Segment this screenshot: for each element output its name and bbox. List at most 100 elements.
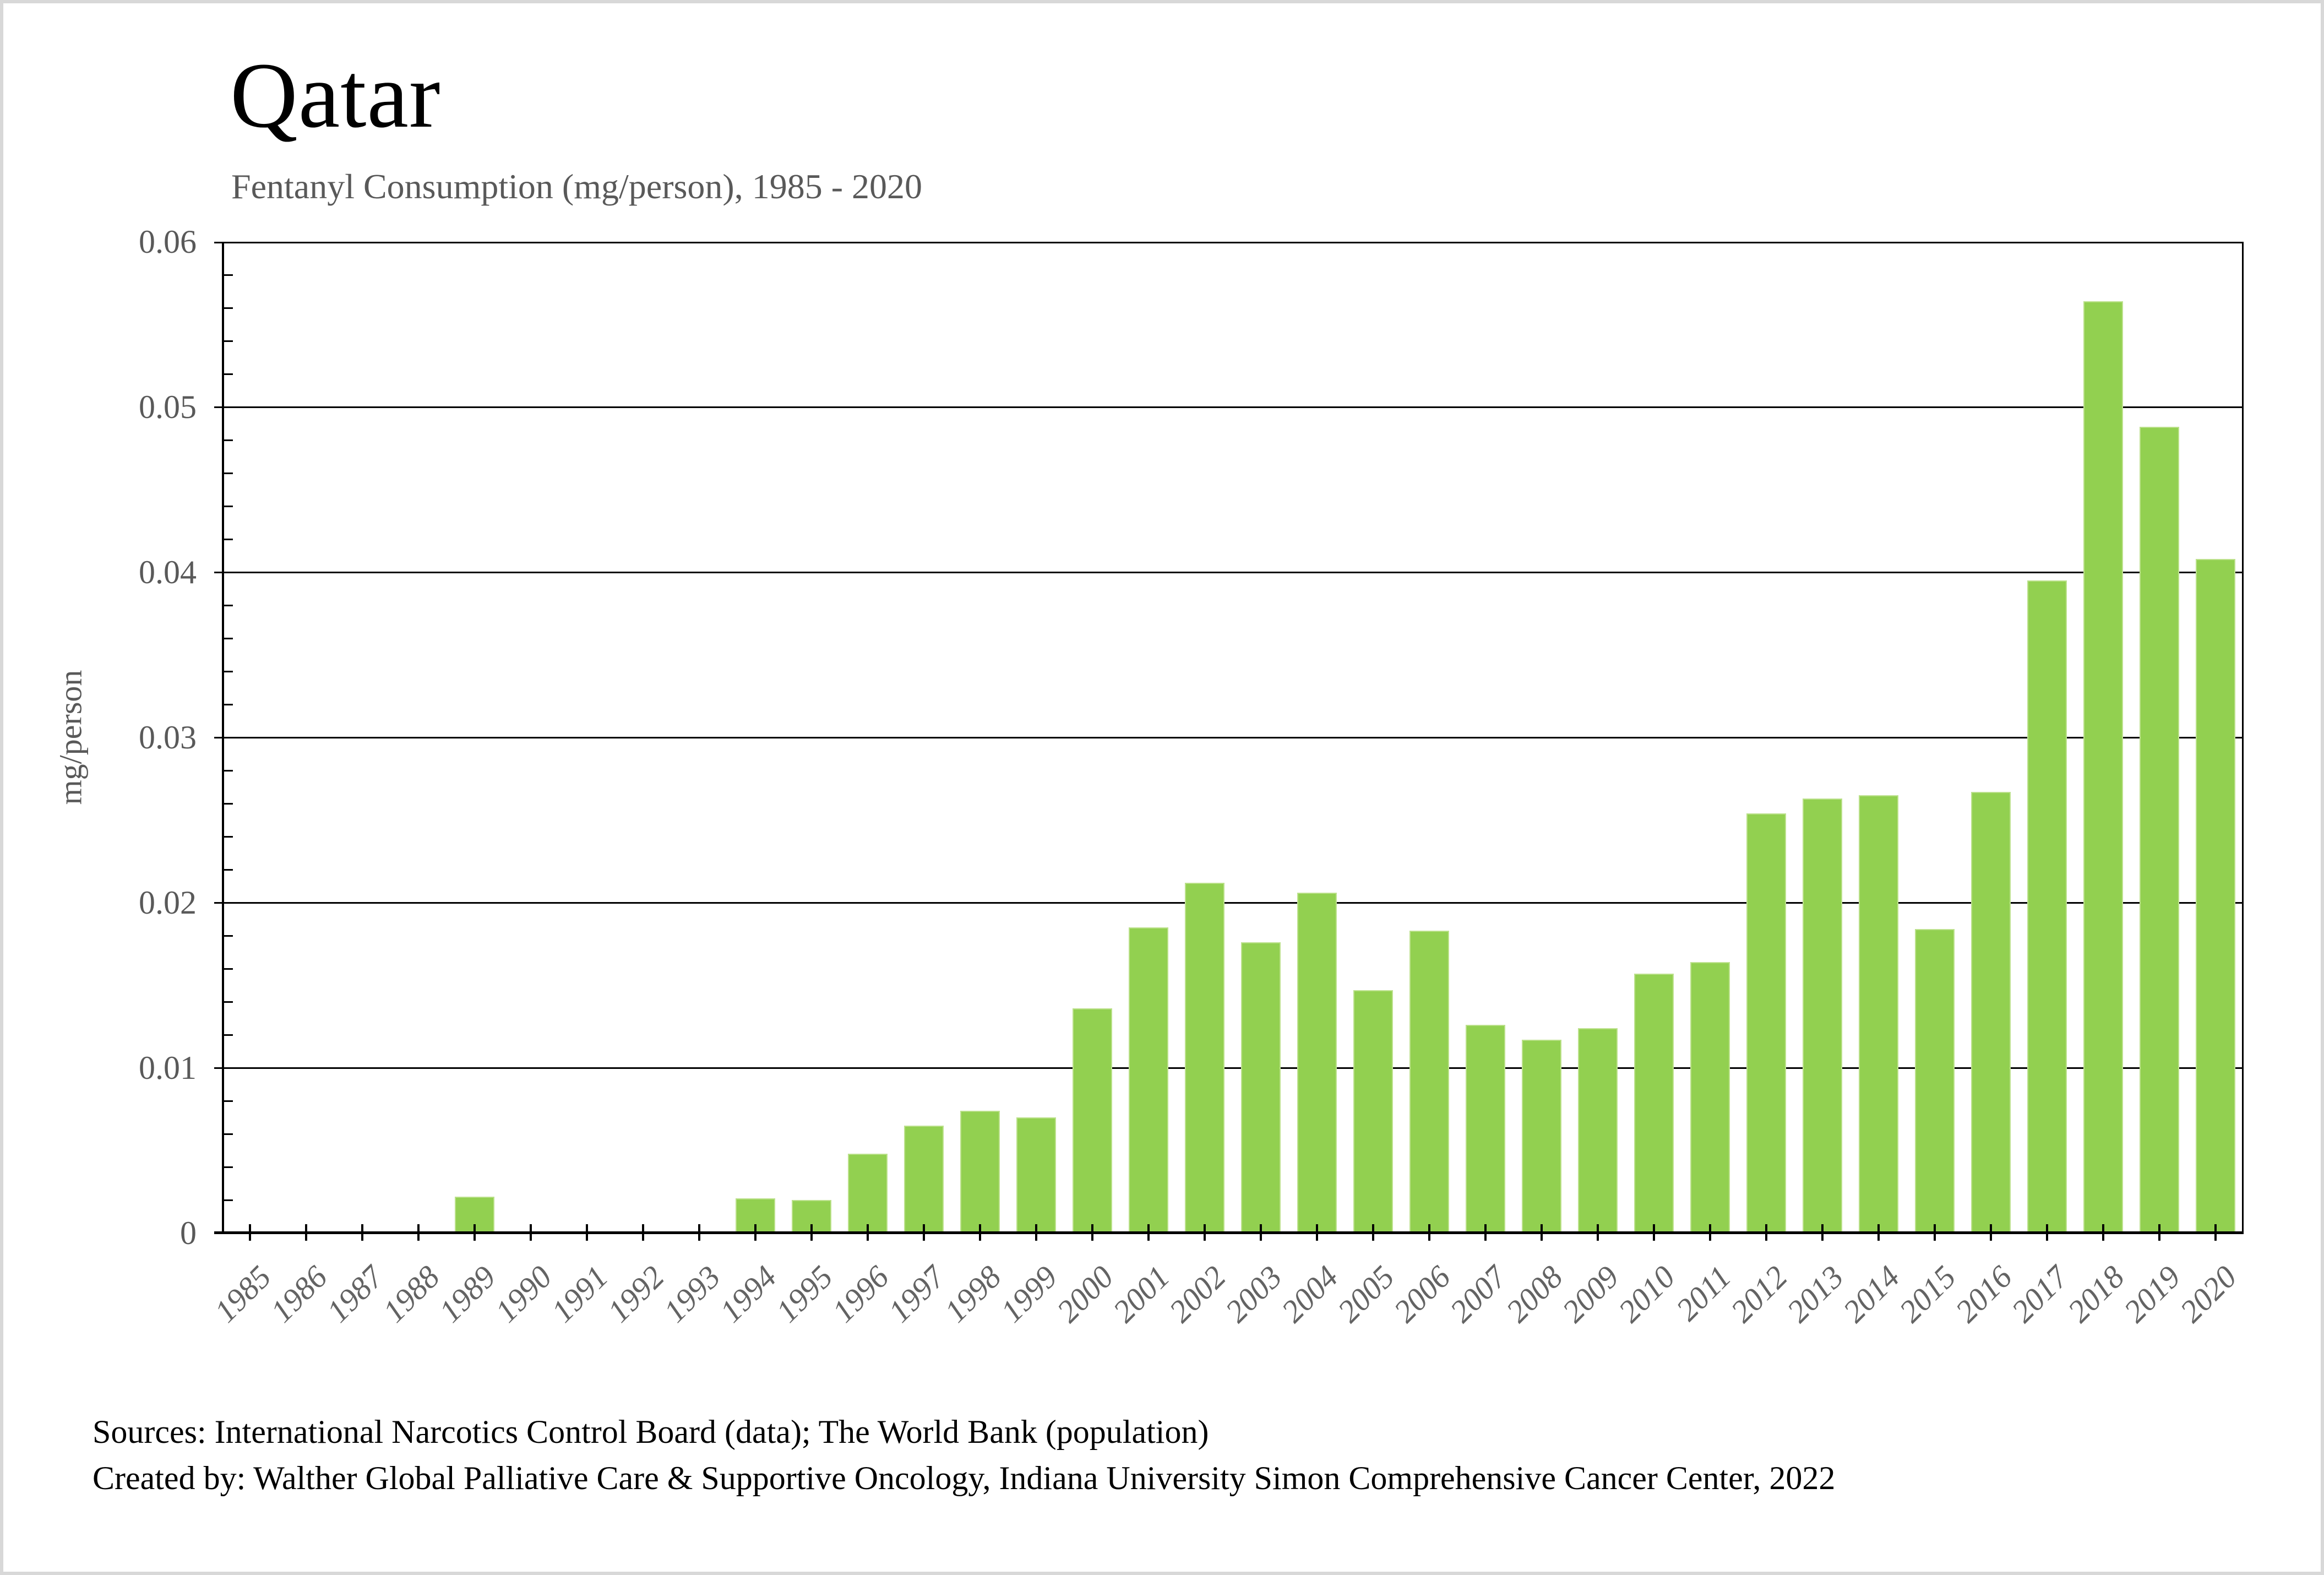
x-tick — [979, 1224, 981, 1241]
x-tick — [1316, 1224, 1318, 1241]
bar — [1690, 962, 1730, 1233]
x-label-text: 2018 — [2060, 1258, 2131, 1329]
x-label-text: 2013 — [1779, 1258, 1851, 1329]
y-tick-label: 0.05 — [139, 389, 197, 425]
bar — [1073, 1008, 1112, 1233]
y-minor-tick — [224, 868, 233, 871]
x-label-text: 1994 — [712, 1258, 783, 1329]
chart-subtitle: Fentanyl Consumption (mg/person), 1985 -… — [231, 167, 923, 206]
x-tick — [1091, 1224, 1093, 1241]
y-minor-tick — [224, 637, 233, 639]
bar — [1409, 931, 1449, 1233]
bar — [1634, 974, 1674, 1233]
x-tick — [642, 1224, 644, 1241]
x-tick — [1597, 1224, 1599, 1241]
x-tick — [1484, 1224, 1487, 1241]
y-minor-tick — [224, 1166, 233, 1168]
x-tick — [1990, 1224, 1992, 1241]
gridline — [214, 901, 2244, 904]
x-label-text: 2010 — [1611, 1258, 1682, 1329]
x-tick — [1260, 1224, 1262, 1241]
y-minor-tick — [224, 1001, 233, 1003]
y-tick-label: 0.03 — [139, 719, 197, 756]
y-tick-label: 0.04 — [139, 554, 197, 590]
x-tick — [361, 1224, 363, 1241]
y-minor-tick — [224, 835, 233, 838]
y-minor-tick — [224, 968, 233, 970]
y-minor-tick — [224, 538, 233, 540]
x-tick — [1765, 1224, 1767, 1241]
x-label-text: 1987 — [319, 1258, 390, 1329]
x-tick — [417, 1224, 420, 1241]
y-minor-tick — [224, 307, 233, 309]
gridline — [214, 1067, 2244, 1069]
x-tick — [923, 1224, 925, 1241]
bar — [1859, 795, 1898, 1233]
gridline — [214, 406, 2244, 408]
y-minor-tick — [224, 802, 233, 805]
bar — [2196, 559, 2235, 1233]
x-tick — [1653, 1224, 1655, 1241]
footer: Sources: International Narcotics Control… — [92, 1409, 1835, 1501]
x-label-text: 1985 — [207, 1258, 278, 1329]
bar — [1241, 942, 1281, 1233]
x-tick — [530, 1224, 532, 1241]
x-tick — [810, 1224, 813, 1241]
y-tick-label: 0.01 — [139, 1050, 197, 1086]
x-label-text: 1992 — [600, 1258, 671, 1329]
plot-border-right — [2242, 242, 2244, 1233]
bar — [1016, 1117, 1056, 1233]
bar — [1522, 1040, 1561, 1233]
x-label-text: 2007 — [1443, 1258, 1514, 1329]
bar — [960, 1111, 1000, 1233]
x-axis-line — [214, 1231, 2244, 1234]
y-minor-tick — [224, 1133, 233, 1135]
x-label-text: 2004 — [1274, 1258, 1345, 1329]
x-tick — [1372, 1224, 1374, 1241]
x-label-text: 1986 — [263, 1258, 334, 1329]
chart-title: Qatar — [230, 44, 441, 147]
y-tick-label: 0.06 — [139, 224, 197, 260]
x-label-text: 2015 — [1892, 1258, 1963, 1329]
x-tick — [1428, 1224, 1430, 1241]
x-label-text: 2005 — [1330, 1258, 1401, 1329]
y-minor-tick — [224, 340, 233, 342]
x-label-text: 1989 — [432, 1258, 503, 1329]
bar — [1185, 883, 1224, 1233]
x-label-text: 2001 — [1106, 1258, 1177, 1329]
y-minor-tick — [224, 1199, 233, 1201]
x-tick — [1821, 1224, 1824, 1241]
bar — [1746, 813, 1786, 1233]
x-tick — [1204, 1224, 1206, 1241]
footer-credit: Created by: Walther Global Palliative Ca… — [92, 1460, 1836, 1496]
x-label-text: 2008 — [1499, 1258, 1570, 1329]
y-axis-line — [222, 242, 224, 1233]
x-label-text: 2011 — [1669, 1258, 1738, 1328]
footer-sources: Sources: International Narcotics Control… — [92, 1414, 1209, 1450]
bar — [1129, 927, 1168, 1233]
x-tick — [1934, 1224, 1936, 1241]
x-label-text: 1990 — [488, 1258, 559, 1329]
bar — [1353, 990, 1393, 1233]
x-label-text: 1998 — [937, 1258, 1008, 1329]
x-tick — [473, 1224, 476, 1241]
x-tick — [1877, 1224, 1880, 1241]
y-minor-tick — [224, 274, 233, 276]
x-tick — [1035, 1224, 1037, 1241]
gridline — [214, 736, 2244, 738]
y-minor-tick — [224, 703, 233, 705]
bar — [1578, 1028, 1618, 1233]
y-tick-label: 0 — [180, 1215, 197, 1251]
y-tick-label: 0.02 — [139, 884, 197, 921]
x-tick — [867, 1224, 869, 1241]
x-label-text: 2019 — [2116, 1258, 2187, 1329]
bar — [2140, 427, 2179, 1233]
x-label-text: 1997 — [881, 1258, 952, 1329]
x-label-text: 1991 — [544, 1258, 615, 1329]
x-label-text: 1988 — [375, 1258, 447, 1329]
y-minor-tick — [224, 769, 233, 772]
x-tick — [249, 1224, 251, 1241]
bar — [904, 1126, 944, 1233]
